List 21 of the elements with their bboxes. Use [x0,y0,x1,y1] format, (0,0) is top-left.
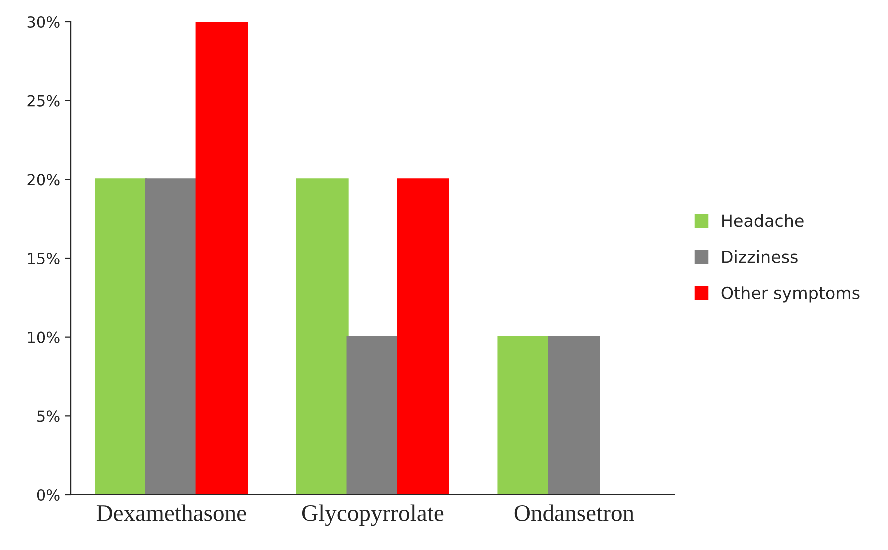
x-tick-label: Glycopyrrolate [302,504,444,526]
legend-label: Headache [722,214,804,228]
y-tick-label: 0% [37,489,60,502]
bar [145,178,198,495]
bar [95,178,148,495]
bar [346,336,400,495]
x-tick-label: Dexamethasone [96,504,246,522]
bar [548,336,600,495]
bar [498,336,550,495]
legend-label: Dizziness [722,250,798,264]
legend-label: Other symptoms [722,286,860,303]
x-tick-label: Ondansetron [514,504,634,522]
bar [196,22,248,495]
y-tick-label: 30% [28,16,60,28]
bar [296,178,349,495]
bar [397,178,450,495]
y-tick-label: 15% [28,252,60,265]
y-tick-label: 25% [28,95,60,107]
y-tick-label: 5% [38,410,60,422]
y-tick-label: 10% [28,332,60,344]
y-tick-label: 20% [28,174,60,186]
